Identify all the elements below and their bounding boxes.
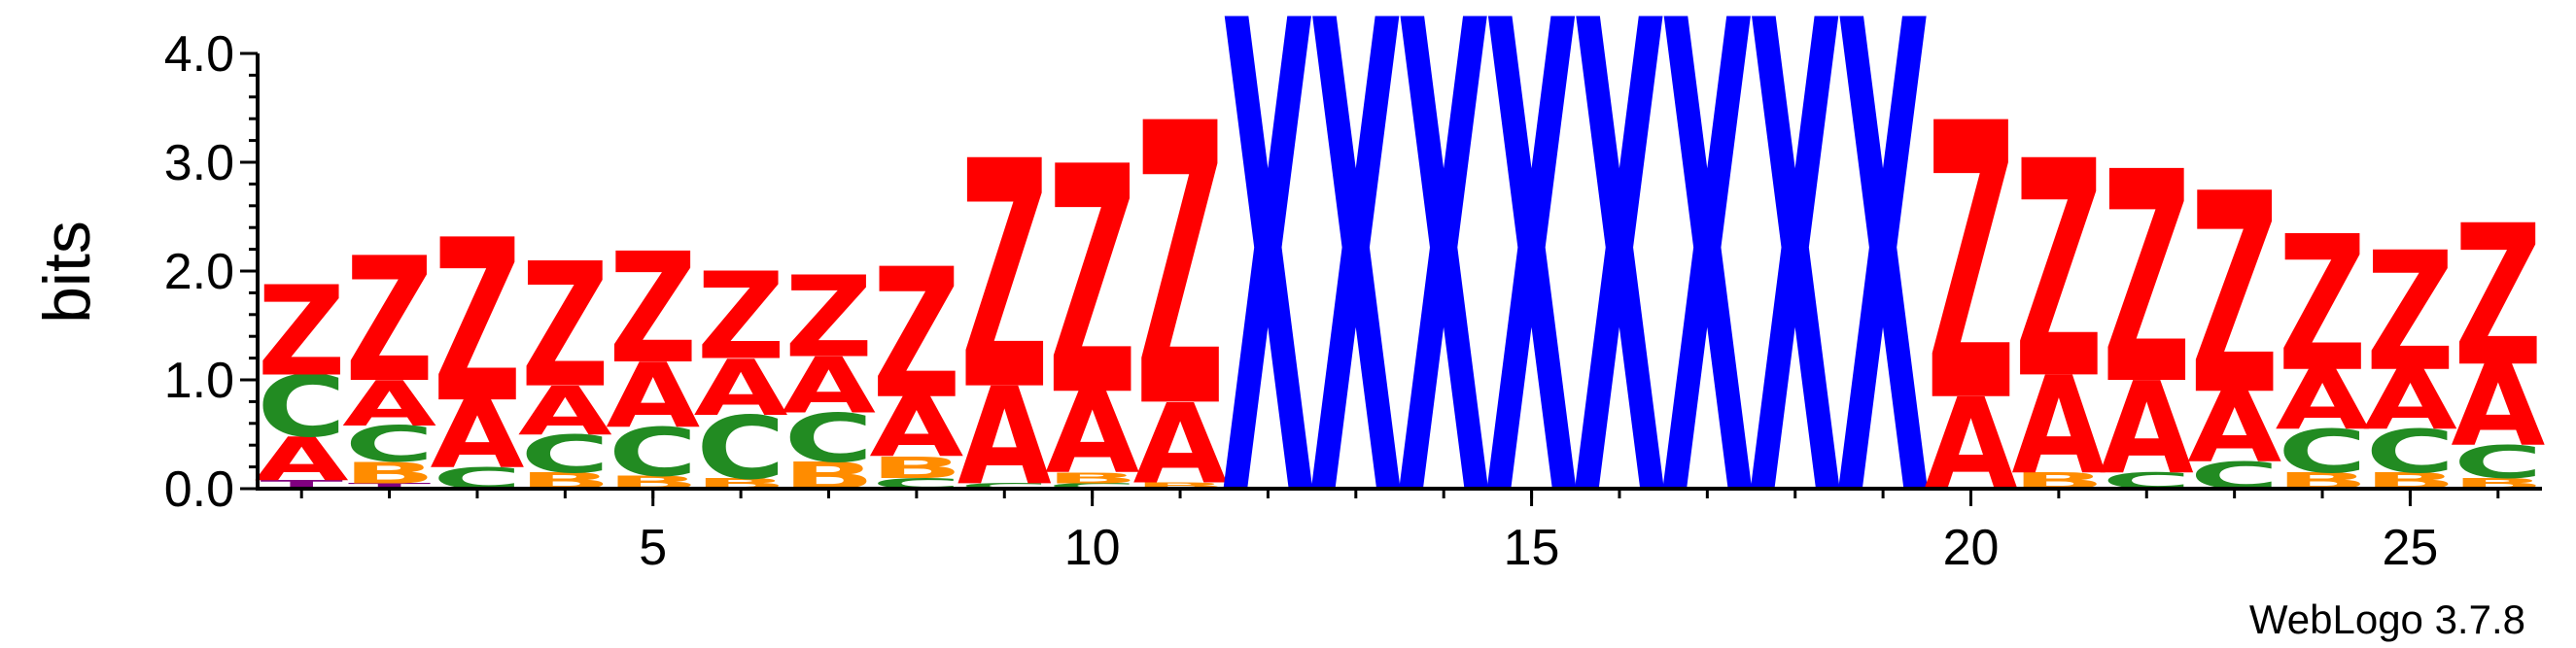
- logo-stack-16: X: [1573, 0, 1667, 642]
- logo-letter-C: C: [609, 413, 698, 492]
- logo-letter-A: A: [2100, 356, 2194, 503]
- logo-letter-X: X: [1397, 0, 1491, 642]
- logo-letter-C: C: [520, 425, 609, 485]
- logo-stacks: TACZTBCAZCAZBCAZBCAZBCAZBCAZCBAZCAZCBAZB…: [255, 0, 2546, 642]
- chart-axes: 0.0 1.0 2.0 3.0 4.0 5 10 15 20 25: [164, 26, 2542, 576]
- logo-letter-Z: Z: [1048, 100, 1136, 465]
- logo-letter-Z: Z: [521, 227, 609, 426]
- logo-letter-Z: Z: [345, 222, 434, 421]
- logo-stack-23: CAZ: [2187, 134, 2281, 497]
- logo-stack-13: X: [1309, 0, 1404, 642]
- logo-letter-C: C: [2454, 436, 2543, 489]
- logo-letter-X: X: [1660, 0, 1755, 642]
- logo-letter-Z: Z: [697, 249, 785, 388]
- logo-letter-C: C: [2365, 418, 2454, 488]
- x-tick-label: 15: [1504, 520, 1560, 576]
- logo-stack-14: X: [1397, 0, 1491, 642]
- logo-letter-C: C: [257, 358, 346, 457]
- x-tick-label: 10: [1064, 520, 1121, 576]
- logo-stack-9: CAZ: [957, 94, 1052, 516]
- weblogo-credit: WebLogo 3.7.8: [2249, 597, 2525, 642]
- logo-stack-3: CAZ: [430, 192, 524, 496]
- y-tick-label: 1.0: [164, 353, 234, 409]
- logo-letter-A: A: [1045, 369, 1139, 499]
- logo-letter-Z: Z: [2190, 134, 2279, 456]
- logo-letter-B: B: [870, 450, 962, 485]
- logo-letter-A: A: [869, 381, 963, 476]
- y-axis-label: bits: [30, 221, 104, 324]
- logo-letter-C: C: [696, 397, 785, 498]
- logo-letter-Z: Z: [2014, 98, 2103, 445]
- logo-stack-20: AZ: [1924, 43, 2018, 519]
- logo-stack-19: X: [1836, 0, 1931, 642]
- logo-letter-Z: Z: [609, 221, 697, 397]
- y-tick-label: 4.0: [164, 26, 234, 83]
- logo-letter-X: X: [1484, 0, 1579, 642]
- logo-letter-X: X: [1309, 0, 1404, 642]
- logo-letter-A: A: [2276, 354, 2370, 449]
- logo-letter-Z: Z: [2454, 185, 2542, 410]
- x-tick-label: 5: [639, 520, 667, 576]
- logo-letter-A: A: [2187, 372, 2281, 485]
- x-tick-label: 20: [1943, 520, 2000, 576]
- logo-letter-X: X: [1221, 0, 1315, 642]
- x-tick-label: 25: [2383, 520, 2439, 576]
- logo-letter-A: A: [255, 425, 349, 495]
- logo-letter-Z: Z: [960, 94, 1049, 460]
- logo-letter-Z: Z: [258, 259, 346, 403]
- logo-letter-T: T: [348, 482, 432, 491]
- logo-letter-X: X: [1748, 0, 1842, 642]
- logo-letter-Z: Z: [2103, 111, 2191, 449]
- logo-letter-C: C: [959, 482, 1049, 491]
- logo-stack-17: X: [1660, 0, 1755, 642]
- logo-letter-B: B: [343, 456, 435, 491]
- logo-letter-A: A: [2011, 349, 2106, 504]
- logo-letter-Z: Z: [2366, 218, 2454, 408]
- logo-stack-18: X: [1748, 0, 1842, 642]
- logo-letter-A: A: [430, 382, 524, 489]
- logo-stack-15: X: [1484, 0, 1579, 642]
- logo-letter-Z: Z: [2279, 197, 2367, 414]
- logo-letter-Z: Z: [1927, 43, 2015, 487]
- logo-letter-A: A: [2451, 342, 2545, 472]
- logo-letter-C: C: [1048, 482, 1137, 491]
- logo-letter-Z: Z: [1136, 43, 1225, 494]
- logo-letter-A: A: [518, 372, 612, 451]
- logo-letter-Z: Z: [784, 253, 873, 383]
- logo-letter-C: C: [345, 416, 435, 473]
- y-tick-label: 3.0: [164, 135, 234, 191]
- logo-letter-X: X: [1573, 0, 1667, 642]
- logo-stack-22: CAZ: [2100, 111, 2194, 502]
- logo-letter-A: A: [782, 341, 876, 431]
- logo-letter-B: B: [1046, 469, 1138, 487]
- logo-stack-21: BAZ: [2011, 98, 2106, 504]
- logo-stack-11: BAZ: [1133, 43, 1228, 509]
- logo-letter-Z: Z: [434, 192, 522, 453]
- logo-letter-A: A: [606, 344, 700, 448]
- logo-letter-A: A: [342, 368, 436, 440]
- logo-stack-12: X: [1221, 0, 1315, 642]
- logo-letter-C: C: [784, 399, 874, 478]
- y-tick-label: 2.0: [164, 244, 234, 300]
- logo-letter-C: C: [2278, 418, 2367, 488]
- logo-letter-A: A: [2363, 354, 2457, 449]
- y-tick-label: 0.0: [164, 461, 234, 518]
- logo-letter-Z: Z: [872, 231, 960, 439]
- logo-letter-X: X: [1836, 0, 1931, 642]
- logo-letter-B: B: [1133, 480, 1226, 491]
- logo-letter-A: A: [694, 343, 788, 433]
